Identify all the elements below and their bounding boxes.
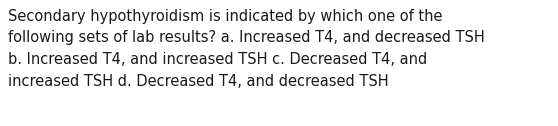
Text: Secondary hypothyroidism is indicated by which one of the
following sets of lab : Secondary hypothyroidism is indicated by…: [8, 9, 485, 89]
